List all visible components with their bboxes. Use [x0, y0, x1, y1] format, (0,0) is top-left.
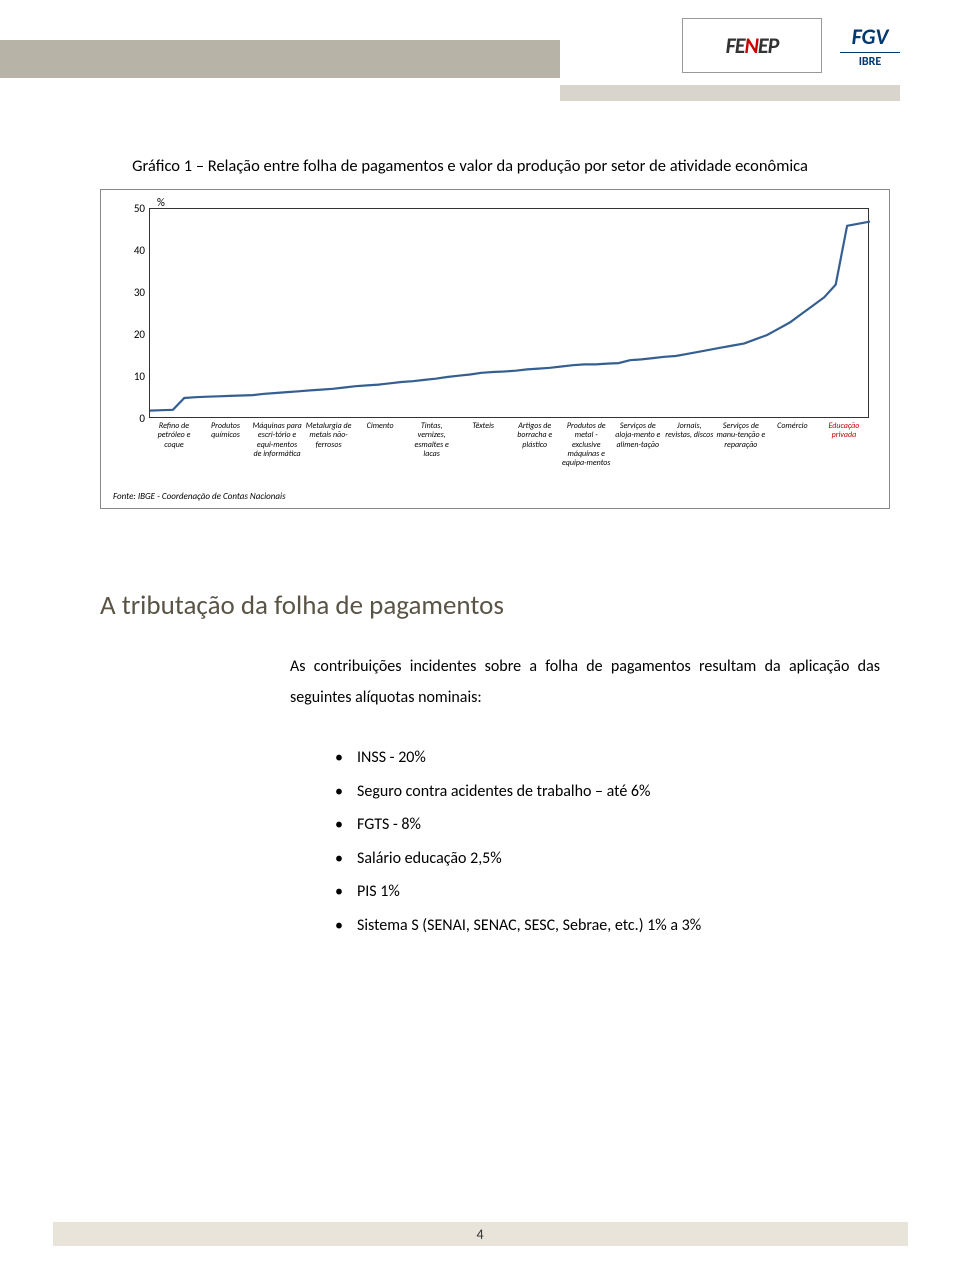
logo-fgv: FGV IBRE — [830, 23, 910, 69]
section-heading: A tributação da folha de pagamentos — [100, 589, 890, 622]
x-tick-label: Têxteis — [458, 422, 508, 468]
list-item: FGTS - 8% — [335, 808, 890, 842]
logo-fgv-sub: IBRE — [859, 55, 882, 69]
logo-fenep-b: N — [744, 32, 757, 59]
header-logos: FENEP FGV IBRE — [682, 18, 910, 73]
header-gray-bar-2 — [560, 85, 900, 101]
x-tick-label: Comércio — [767, 422, 817, 468]
list-item: INSS - 20% — [335, 741, 890, 775]
line-chart-svg — [150, 209, 868, 417]
y-tick-label: 50 — [115, 202, 145, 215]
list-item: PIS 1% — [335, 875, 890, 909]
list-item: Seguro contra acidentes de trabalho – at… — [335, 775, 890, 809]
y-tick-label: 10 — [115, 370, 145, 383]
logo-fenep-a: FE — [726, 32, 745, 59]
x-tick-label: Serviços de aloja-mento e alimen-tação — [613, 422, 663, 468]
page-content: Gráfico 1 – Relação entre folha de pagam… — [100, 155, 890, 943]
y-tick-label: 30 — [115, 286, 145, 299]
x-tick-label: Cimento — [355, 422, 405, 468]
x-tick-label: Educação privada — [819, 422, 869, 468]
x-tick-label: Produtos de metal - exclusive máquinas e… — [561, 422, 611, 468]
footer-bar: 4 — [53, 1222, 908, 1246]
page-number: 4 — [476, 1226, 483, 1243]
x-tick-label: Jornais, revistas, discos — [664, 422, 714, 468]
x-tick-label: Produtos químicos — [201, 422, 251, 468]
chart-x-labels: Refino de petróleo e coqueProdutos quími… — [149, 422, 869, 468]
logo-fgv-line — [840, 52, 900, 53]
x-tick-label: Máquinas para escri-tório e equi-mentos … — [252, 422, 302, 468]
x-tick-label: Metalurgia de metais não-ferrosos — [304, 422, 354, 468]
chart-container: % 01020304050 Refino de petróleo e coque… — [100, 189, 890, 509]
logo-fenep: FENEP — [682, 18, 822, 73]
chart-plot-area — [149, 208, 869, 418]
logo-fenep-c: EP — [758, 32, 778, 59]
list-item: Sistema S (SENAI, SENAC, SESC, Sebrae, e… — [335, 909, 890, 943]
x-tick-label: Artigos de borracha e plástico — [510, 422, 560, 468]
header-gray-bar — [0, 40, 560, 78]
x-tick-label: Tintas, vernizes, esmaltes e lacas — [407, 422, 457, 468]
x-tick-label: Refino de petróleo e coque — [149, 422, 199, 468]
y-tick-label: 20 — [115, 328, 145, 341]
x-tick-label: Serviços de manu-tenção e reparação — [716, 422, 766, 468]
bullet-list: INSS - 20%Seguro contra acidentes de tra… — [335, 741, 890, 943]
chart-source: Fonte: IBGE - Coordenação de Contas Naci… — [113, 491, 286, 502]
y-tick-label: 40 — [115, 244, 145, 257]
section-intro: As contribuições incidentes sobre a folh… — [290, 652, 880, 713]
logo-fgv-top: FGV — [852, 23, 889, 50]
y-tick-label: 0 — [115, 412, 145, 425]
chart-title: Gráfico 1 – Relação entre folha de pagam… — [125, 155, 815, 177]
page-footer: 4 — [0, 1222, 960, 1246]
list-item: Salário educação 2,5% — [335, 842, 890, 876]
